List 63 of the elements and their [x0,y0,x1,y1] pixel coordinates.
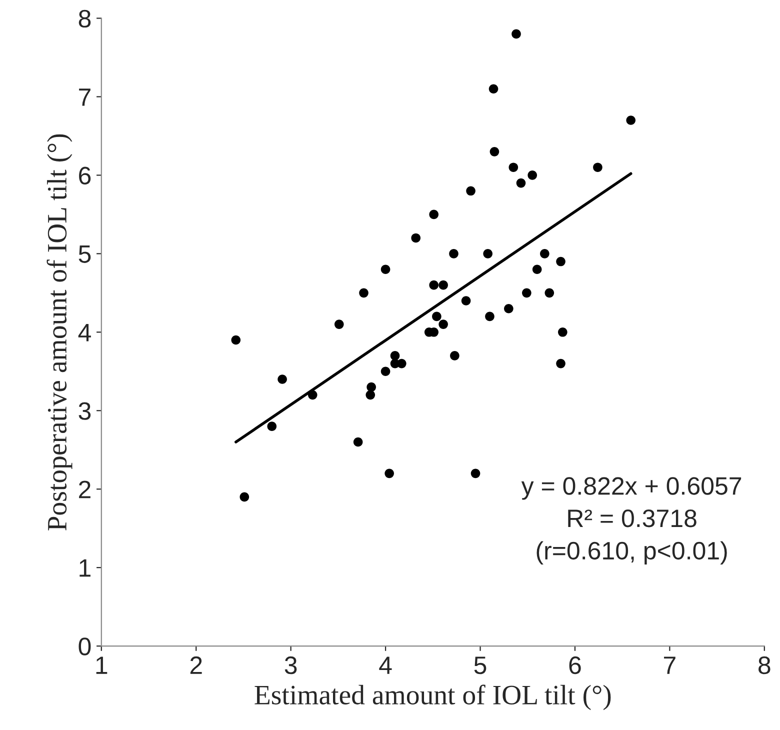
point [490,147,500,156]
annotation: y = 0.822x + 0.6057 R² = 0.3718 (r=0.610, p<0.01) [521,477,742,565]
point [485,312,494,322]
point [334,320,344,329]
x-tick-label: 4 [379,656,392,674]
point [470,468,480,478]
point [512,29,521,39]
point [380,366,390,376]
y-tick-label: 5 [78,246,91,263]
point [267,422,277,431]
x-tick-label: 3 [284,656,297,674]
point [438,280,448,290]
point [556,358,566,368]
x-tick-label: 7 [664,656,676,674]
point [540,249,550,258]
x-tick-label: 8 [758,656,770,674]
y-tick-label: 8 [78,10,91,28]
point [466,186,476,196]
point [231,335,241,345]
y-tick-label: 1 [80,559,90,577]
y-tick-label: 6 [79,166,91,185]
x-tick-label: 5 [474,656,486,674]
point [593,162,602,172]
point [429,280,439,290]
point [522,288,532,298]
y-tick-label: 0 [78,638,91,656]
point [380,264,390,274]
point [353,437,363,447]
y-tick-label: 4 [78,324,91,342]
point [449,249,458,258]
y-tick-label: 2 [79,480,90,498]
point [488,84,498,94]
y-axis-title: Postoperative amount of IOL tilt (°) [46,134,72,530]
point [626,116,636,125]
point [528,170,538,180]
point [556,256,566,266]
point [396,358,406,368]
point [438,320,448,329]
point [384,468,394,478]
x-tick-label: 6 [569,656,581,674]
point [366,382,376,392]
point [504,304,514,314]
point [508,162,518,172]
y-tick-label: 3 [78,402,91,420]
point [516,178,526,188]
x-tick-label: 1 [96,656,108,674]
point [390,351,400,360]
point [432,312,442,322]
point [278,374,287,384]
point [240,492,250,502]
point [461,296,471,306]
point [544,288,554,298]
point [366,390,376,400]
point [411,233,421,243]
x-tick-label: 2 [190,656,202,674]
point [483,249,492,258]
point [359,288,368,298]
point [429,210,439,220]
x-axis-title: Estimated amount of IOL tilt (°) [254,684,611,710]
y-tick-label: 7 [79,88,90,106]
point [532,264,542,274]
point [450,351,460,360]
point [558,327,568,337]
